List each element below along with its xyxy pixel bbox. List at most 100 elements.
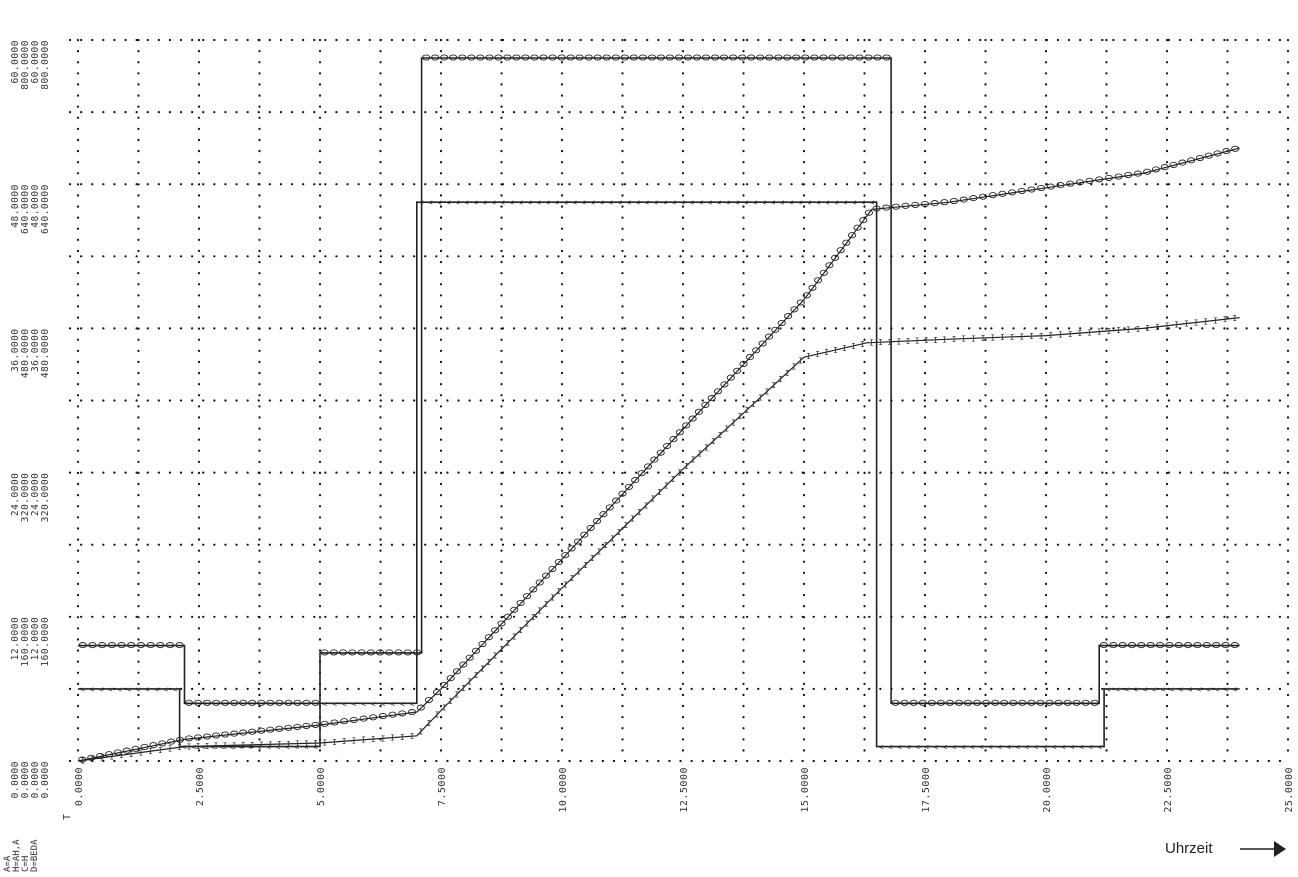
series-marker: I	[232, 741, 237, 750]
corner-label-group: Uhrzeit	[1165, 840, 1286, 857]
legend-entry: H=AH,A	[12, 839, 22, 872]
series-marker: <	[428, 198, 433, 207]
series-marker	[1027, 186, 1036, 193]
series-marker: <	[351, 699, 356, 708]
series-marker: <	[662, 198, 667, 207]
series-marker: <	[266, 743, 271, 752]
series-marker: I	[1194, 319, 1199, 328]
series-marker: I	[1145, 324, 1150, 333]
series-marker	[535, 579, 544, 586]
series-marker	[814, 277, 823, 284]
series-marker: <	[635, 198, 640, 207]
x-tick-label: 25.0000	[1284, 767, 1295, 813]
y-tick-label: 0.0000	[30, 761, 41, 798]
series-marker	[796, 299, 805, 306]
series-marker: I	[887, 338, 892, 347]
series-marker	[831, 254, 840, 261]
series-marker: I	[313, 739, 318, 748]
series-marker	[792, 54, 801, 61]
series-marker: I	[467, 678, 472, 687]
series-marker: I	[1126, 326, 1131, 335]
series-marker: I	[461, 684, 466, 693]
series-marker: I	[644, 501, 649, 510]
series-marker	[203, 733, 212, 740]
y-tick-label: 60.0000	[30, 40, 41, 84]
series-marker	[707, 395, 716, 402]
series-marker	[149, 742, 158, 749]
y-tick-label: 48.0000	[10, 184, 21, 228]
series-marker	[388, 711, 397, 718]
series-marker	[864, 209, 873, 216]
series-marker	[221, 699, 230, 706]
series-marker	[973, 699, 982, 706]
series-marker	[998, 190, 1007, 197]
series-marker	[1085, 177, 1094, 184]
x-tick-label: 5.0000	[316, 767, 327, 806]
series-marker: <	[1070, 743, 1075, 752]
series-marker: <	[798, 198, 803, 207]
series-marker: I	[1165, 322, 1170, 331]
series-marker	[620, 54, 629, 61]
series-marker	[230, 730, 239, 737]
series-marker: <	[380, 699, 385, 708]
series-marker	[293, 699, 302, 706]
series-marker: I	[241, 741, 246, 750]
series-marker	[694, 408, 703, 415]
series-marker: <	[970, 743, 975, 752]
series-marker	[239, 729, 248, 736]
series-marker: I	[168, 745, 173, 754]
series-marker	[802, 292, 811, 299]
series-marker	[484, 634, 493, 641]
series-marker: I	[426, 719, 431, 728]
series-marker: I	[798, 356, 803, 365]
series-marker	[359, 715, 368, 722]
series-marker: <	[1106, 685, 1111, 694]
series-marker	[248, 728, 257, 735]
series-marker	[593, 54, 602, 61]
series-marker	[557, 54, 566, 61]
series-marker: I	[223, 742, 228, 751]
series-marker	[683, 54, 693, 61]
series-marker	[465, 654, 474, 661]
series-marker: <	[163, 685, 168, 694]
series-marker	[422, 54, 431, 61]
series-marker: I	[1116, 326, 1121, 335]
series-marker	[542, 572, 551, 579]
series-marker	[257, 727, 266, 734]
series-marker	[911, 201, 920, 208]
series-marker	[357, 649, 366, 656]
series-marker: <	[285, 743, 290, 752]
y-tick-label: 60.0000	[10, 40, 21, 84]
series-marker	[366, 649, 375, 656]
y-tick-label: 480.0000	[40, 328, 51, 378]
series-marker	[566, 54, 575, 61]
series-marker: I	[295, 740, 300, 749]
series-marker	[1099, 642, 1108, 649]
series-marker	[266, 726, 275, 733]
y-tick-label: 12.0000	[10, 617, 21, 661]
series-marker	[497, 620, 506, 627]
series-marker	[819, 54, 828, 61]
series-marker: I	[738, 412, 743, 421]
series-marker	[561, 552, 570, 559]
series-marker	[643, 463, 653, 470]
series-marker	[1104, 174, 1113, 181]
series-marker: <	[653, 198, 658, 207]
series-marker: <	[572, 198, 577, 207]
series-marker	[954, 699, 964, 706]
series-marker: I	[570, 574, 575, 583]
series-marker: <	[509, 198, 514, 207]
series-marker	[503, 54, 512, 61]
series-marker: I	[1048, 331, 1053, 340]
series-marker	[491, 627, 500, 634]
series-marker: I	[744, 406, 749, 415]
series-marker	[522, 593, 532, 600]
series-marker	[530, 54, 539, 61]
series-marker: <	[1088, 743, 1093, 752]
series-marker: I	[610, 534, 615, 543]
series-marker	[720, 381, 729, 388]
series-marker: I	[971, 334, 976, 343]
series-marker: I	[1068, 330, 1073, 339]
series-marker	[398, 710, 407, 717]
series-marker: I	[1097, 328, 1102, 337]
